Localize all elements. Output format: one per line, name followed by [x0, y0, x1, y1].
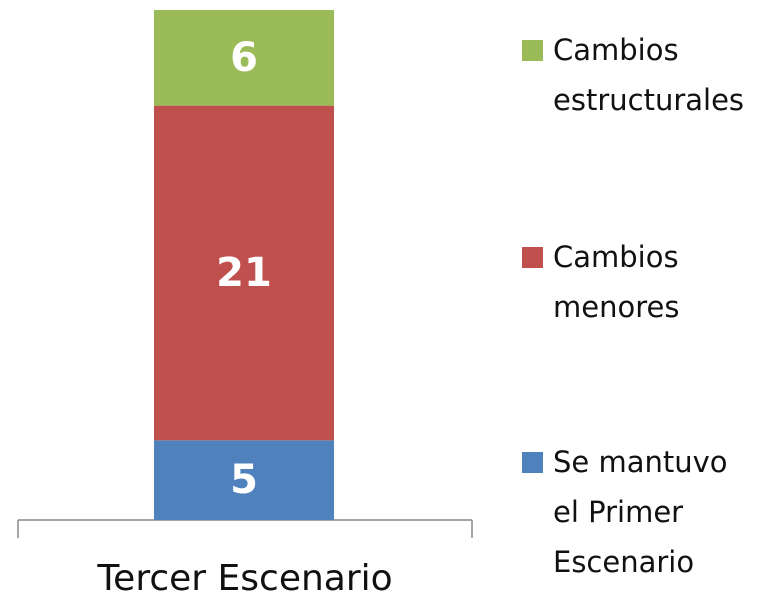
- bar-segment: [154, 10, 334, 106]
- legend-swatch: [522, 452, 543, 473]
- legend-entry: Cambios estructurales: [522, 25, 745, 125]
- legend-label: Se mantuvo el Primer Escenario: [553, 445, 728, 579]
- legend-label: Cambios menores: [553, 240, 680, 324]
- data-label: 21: [216, 250, 272, 296]
- data-label: 6: [230, 35, 258, 81]
- bar-segment: [154, 105, 334, 441]
- legend-entry: Cambios menores: [522, 232, 733, 332]
- x-tick-label: Tercer Escenario: [96, 558, 392, 599]
- bar-segment: [154, 440, 334, 520]
- legend-swatch: [522, 247, 543, 268]
- legend-swatch: [522, 40, 543, 61]
- legend-entry: Se mantuvo el Primer Escenario: [522, 437, 733, 587]
- legend-label: Cambios estructurales: [553, 33, 745, 117]
- data-label: 5: [230, 457, 258, 503]
